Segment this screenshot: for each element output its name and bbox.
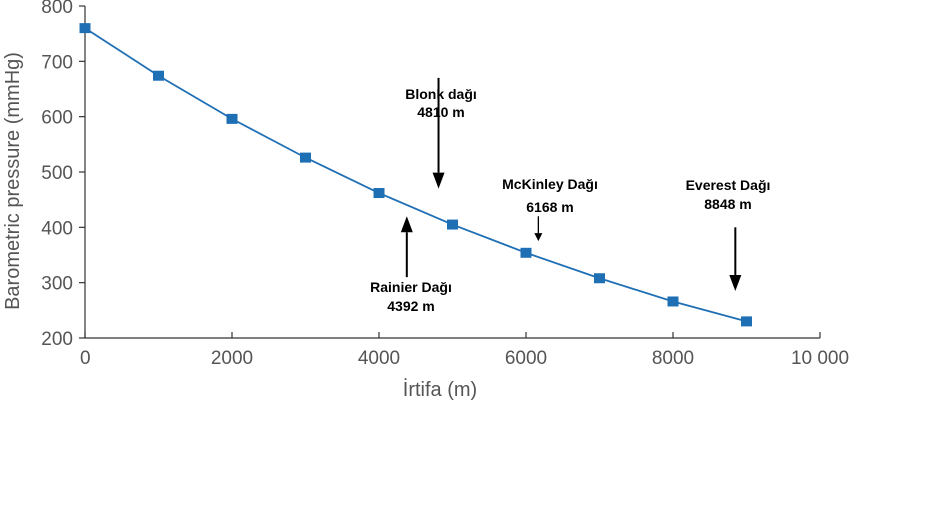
data-point xyxy=(594,273,605,284)
annotation-label-blonk: Blonk dağı xyxy=(405,86,477,102)
y-tick-label: 700 xyxy=(41,52,73,73)
y-tick-label: 400 xyxy=(41,218,73,239)
annotations: Blonk dağı 4810 m Rainier Dağı 4392 m McKinl… xyxy=(370,77,771,314)
data-point xyxy=(447,219,458,230)
annotation-label-rainier: Rainier Dağı xyxy=(370,279,452,295)
x-tick-label: 4000 xyxy=(358,348,400,369)
annotation-arrowhead-blonk xyxy=(432,172,445,189)
data-point xyxy=(153,70,164,81)
x-tick-label: 8000 xyxy=(652,348,694,369)
x-tick-label: 0 xyxy=(80,348,91,369)
annotation-arrowhead-rainier xyxy=(400,216,413,233)
annotation-altitude-everest: 8848 m xyxy=(704,196,751,212)
data-series xyxy=(79,23,752,327)
data-point xyxy=(520,247,532,258)
x-tick-label: 10 000 xyxy=(791,348,849,369)
annotation-arrowhead-mckinley xyxy=(534,233,543,242)
axes xyxy=(79,5,821,339)
x-tick-label: 6000 xyxy=(505,348,547,369)
y-tick-label: 200 xyxy=(41,329,73,350)
x-axis-title: İrtifa (m) xyxy=(403,378,477,401)
y-tick-label: 500 xyxy=(41,163,73,184)
annotation-label-everest: Everest Dağı xyxy=(686,177,771,193)
annotation-arrowhead-everest xyxy=(729,274,742,291)
y-tick-label: 600 xyxy=(41,108,73,129)
y-tick-label: 300 xyxy=(41,274,73,295)
data-point xyxy=(373,188,385,199)
annotation-label-mckinley: McKinley Dağı xyxy=(502,176,598,192)
x-tick-label: 2000 xyxy=(211,348,253,369)
data-point xyxy=(667,296,679,307)
annotation-altitude-rainier: 4392 m xyxy=(387,298,434,314)
data-point xyxy=(300,152,311,163)
series-line xyxy=(84,27,747,323)
annotation-altitude-mckinley: 6168 m xyxy=(526,199,573,215)
annotation-altitude-blonk: 4810 m xyxy=(417,104,464,120)
data-point xyxy=(741,316,752,327)
data-point xyxy=(226,113,238,124)
data-point xyxy=(79,23,91,34)
y-tick-label: 800 xyxy=(41,0,73,18)
y-axis-title: Barometric pressure (mmHg) xyxy=(2,52,24,310)
